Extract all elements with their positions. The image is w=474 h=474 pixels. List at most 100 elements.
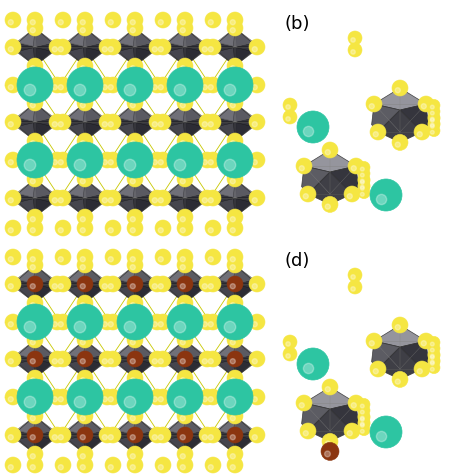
Circle shape xyxy=(158,397,164,402)
Polygon shape xyxy=(185,265,207,284)
Circle shape xyxy=(127,95,143,111)
Circle shape xyxy=(99,276,115,292)
Circle shape xyxy=(130,416,135,421)
Circle shape xyxy=(74,84,86,96)
Circle shape xyxy=(180,257,185,262)
Circle shape xyxy=(108,359,113,364)
Circle shape xyxy=(252,198,257,203)
Polygon shape xyxy=(233,28,254,47)
Circle shape xyxy=(297,348,329,380)
Circle shape xyxy=(55,314,71,330)
Circle shape xyxy=(155,457,171,473)
Circle shape xyxy=(230,27,235,33)
Circle shape xyxy=(230,217,235,222)
Polygon shape xyxy=(113,284,135,303)
Circle shape xyxy=(249,427,265,443)
Circle shape xyxy=(351,166,356,171)
Circle shape xyxy=(167,67,203,103)
Circle shape xyxy=(351,38,356,42)
Circle shape xyxy=(58,283,64,289)
Polygon shape xyxy=(233,284,254,303)
Circle shape xyxy=(149,276,165,292)
Circle shape xyxy=(8,397,13,402)
Circle shape xyxy=(370,361,386,377)
Polygon shape xyxy=(183,103,204,122)
Circle shape xyxy=(227,95,243,111)
Circle shape xyxy=(55,39,71,55)
Circle shape xyxy=(158,85,164,90)
Circle shape xyxy=(369,341,374,346)
Circle shape xyxy=(283,98,297,112)
Polygon shape xyxy=(85,103,107,122)
Circle shape xyxy=(124,159,136,171)
Polygon shape xyxy=(135,122,157,141)
Polygon shape xyxy=(33,122,54,141)
Circle shape xyxy=(208,198,213,203)
Circle shape xyxy=(80,465,85,470)
Polygon shape xyxy=(33,198,54,217)
Circle shape xyxy=(49,276,65,292)
Circle shape xyxy=(58,160,64,165)
Circle shape xyxy=(130,435,135,440)
Circle shape xyxy=(155,314,171,330)
Polygon shape xyxy=(16,103,36,122)
Circle shape xyxy=(55,389,71,405)
Circle shape xyxy=(421,104,426,109)
Polygon shape xyxy=(216,28,237,47)
Polygon shape xyxy=(83,47,104,66)
Polygon shape xyxy=(66,435,87,454)
Circle shape xyxy=(5,427,21,443)
Circle shape xyxy=(358,404,370,416)
Circle shape xyxy=(77,171,93,187)
Polygon shape xyxy=(235,340,257,359)
Circle shape xyxy=(127,257,143,273)
Polygon shape xyxy=(13,122,35,141)
Polygon shape xyxy=(233,122,254,141)
Circle shape xyxy=(27,332,43,348)
Polygon shape xyxy=(16,435,36,454)
Circle shape xyxy=(8,228,13,233)
Circle shape xyxy=(58,46,64,52)
Polygon shape xyxy=(213,28,235,47)
Circle shape xyxy=(418,333,434,349)
Circle shape xyxy=(224,159,236,171)
Circle shape xyxy=(351,403,356,408)
Circle shape xyxy=(52,359,57,364)
Circle shape xyxy=(205,249,221,265)
Circle shape xyxy=(180,217,185,222)
Circle shape xyxy=(158,359,164,364)
Circle shape xyxy=(199,351,215,367)
Circle shape xyxy=(124,321,136,333)
Polygon shape xyxy=(185,28,207,47)
Polygon shape xyxy=(66,179,87,198)
Circle shape xyxy=(370,416,402,448)
Circle shape xyxy=(249,276,265,292)
Circle shape xyxy=(127,370,143,386)
Circle shape xyxy=(283,347,297,361)
Circle shape xyxy=(152,283,157,289)
Circle shape xyxy=(77,20,93,36)
Circle shape xyxy=(286,105,290,109)
Polygon shape xyxy=(66,359,87,378)
Polygon shape xyxy=(33,284,54,303)
Circle shape xyxy=(130,103,135,108)
Polygon shape xyxy=(116,122,137,141)
Polygon shape xyxy=(183,359,204,378)
Circle shape xyxy=(430,123,434,127)
Circle shape xyxy=(199,190,215,206)
Circle shape xyxy=(286,342,290,346)
Polygon shape xyxy=(213,284,235,303)
Circle shape xyxy=(124,396,136,408)
Circle shape xyxy=(158,465,164,470)
Circle shape xyxy=(418,96,434,112)
Polygon shape xyxy=(66,47,87,66)
Polygon shape xyxy=(66,340,87,359)
Circle shape xyxy=(180,359,185,364)
Circle shape xyxy=(286,354,290,358)
Circle shape xyxy=(360,422,364,426)
Circle shape xyxy=(108,257,113,262)
Circle shape xyxy=(227,220,243,236)
Circle shape xyxy=(27,427,43,443)
Polygon shape xyxy=(16,198,36,217)
Polygon shape xyxy=(63,47,85,66)
